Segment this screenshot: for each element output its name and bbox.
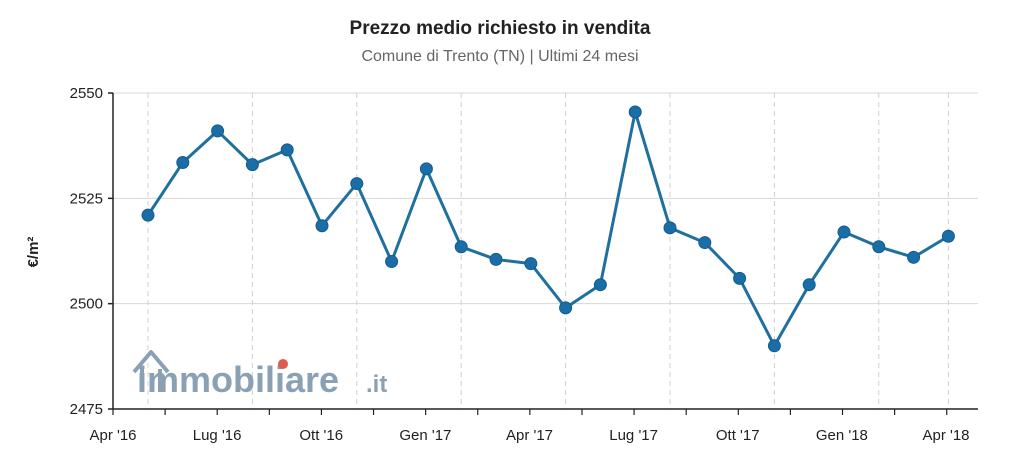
y-tick-labels: 2475 2500 2525 2550 [70, 85, 103, 418]
data-point[interactable] [454, 240, 468, 254]
data-point[interactable] [385, 255, 399, 269]
y-tick-label: 2475 [70, 401, 103, 418]
data-point[interactable] [280, 143, 294, 157]
data-point[interactable] [559, 301, 573, 315]
data-point[interactable] [837, 225, 851, 239]
data-point[interactable] [141, 208, 155, 222]
x-tick-label: Ott '17 [716, 427, 760, 444]
data-point[interactable] [176, 156, 190, 170]
x-tick-label: Apr '18 [922, 427, 969, 444]
x-tick-labels: Apr '16 Lug '16 Ott '16 Gen '17 Apr '17 Lug '… [89, 427, 969, 444]
chart-subtitle: Comune di Trento (TN) | Ultimi 24 mesi [361, 48, 639, 65]
y-axis-label: €/m² [25, 237, 42, 268]
x-tick-label: Gen '18 [816, 427, 868, 444]
x-tick-label: Apr '16 [89, 427, 136, 444]
chart-title: Prezzo medio richiesto in vendita [349, 18, 651, 39]
series-line [146, 110, 950, 348]
x-tick-label: Lug '17 [609, 427, 658, 444]
watermark-suffix: .it [366, 371, 387, 398]
data-point[interactable] [628, 105, 642, 119]
y-tick-label: 2500 [70, 296, 103, 313]
y-tick-label: 2550 [70, 85, 103, 102]
data-point[interactable] [489, 252, 503, 266]
data-point[interactable] [733, 271, 747, 285]
data-point[interactable] [941, 229, 955, 243]
watermark-dot-icon [278, 359, 288, 369]
y-tick-label: 2525 [70, 190, 103, 207]
data-point[interactable] [524, 257, 538, 271]
data-point[interactable] [907, 250, 921, 264]
data-point[interactable] [663, 221, 677, 235]
x-tick-label: Apr '17 [506, 427, 553, 444]
series-line-path [146, 110, 950, 348]
house-icon [132, 350, 170, 392]
data-point[interactable] [872, 240, 886, 254]
data-point[interactable] [211, 124, 225, 138]
data-point[interactable] [802, 278, 816, 292]
data-points [141, 105, 955, 353]
data-point[interactable] [419, 162, 433, 176]
x-tick-label: Lug '16 [193, 427, 242, 444]
watermark-text: immobiliare [137, 359, 339, 400]
axes [108, 92, 978, 415]
x-tick-label: Gen '17 [399, 427, 451, 444]
x-tick-label: Ott '16 [299, 427, 343, 444]
data-point[interactable] [245, 158, 259, 172]
data-point[interactable] [767, 339, 781, 353]
data-point[interactable] [698, 236, 712, 250]
data-point[interactable] [350, 177, 364, 191]
data-point[interactable] [593, 278, 607, 292]
watermark: immobiliare .it [132, 350, 387, 400]
data-point[interactable] [315, 219, 329, 233]
